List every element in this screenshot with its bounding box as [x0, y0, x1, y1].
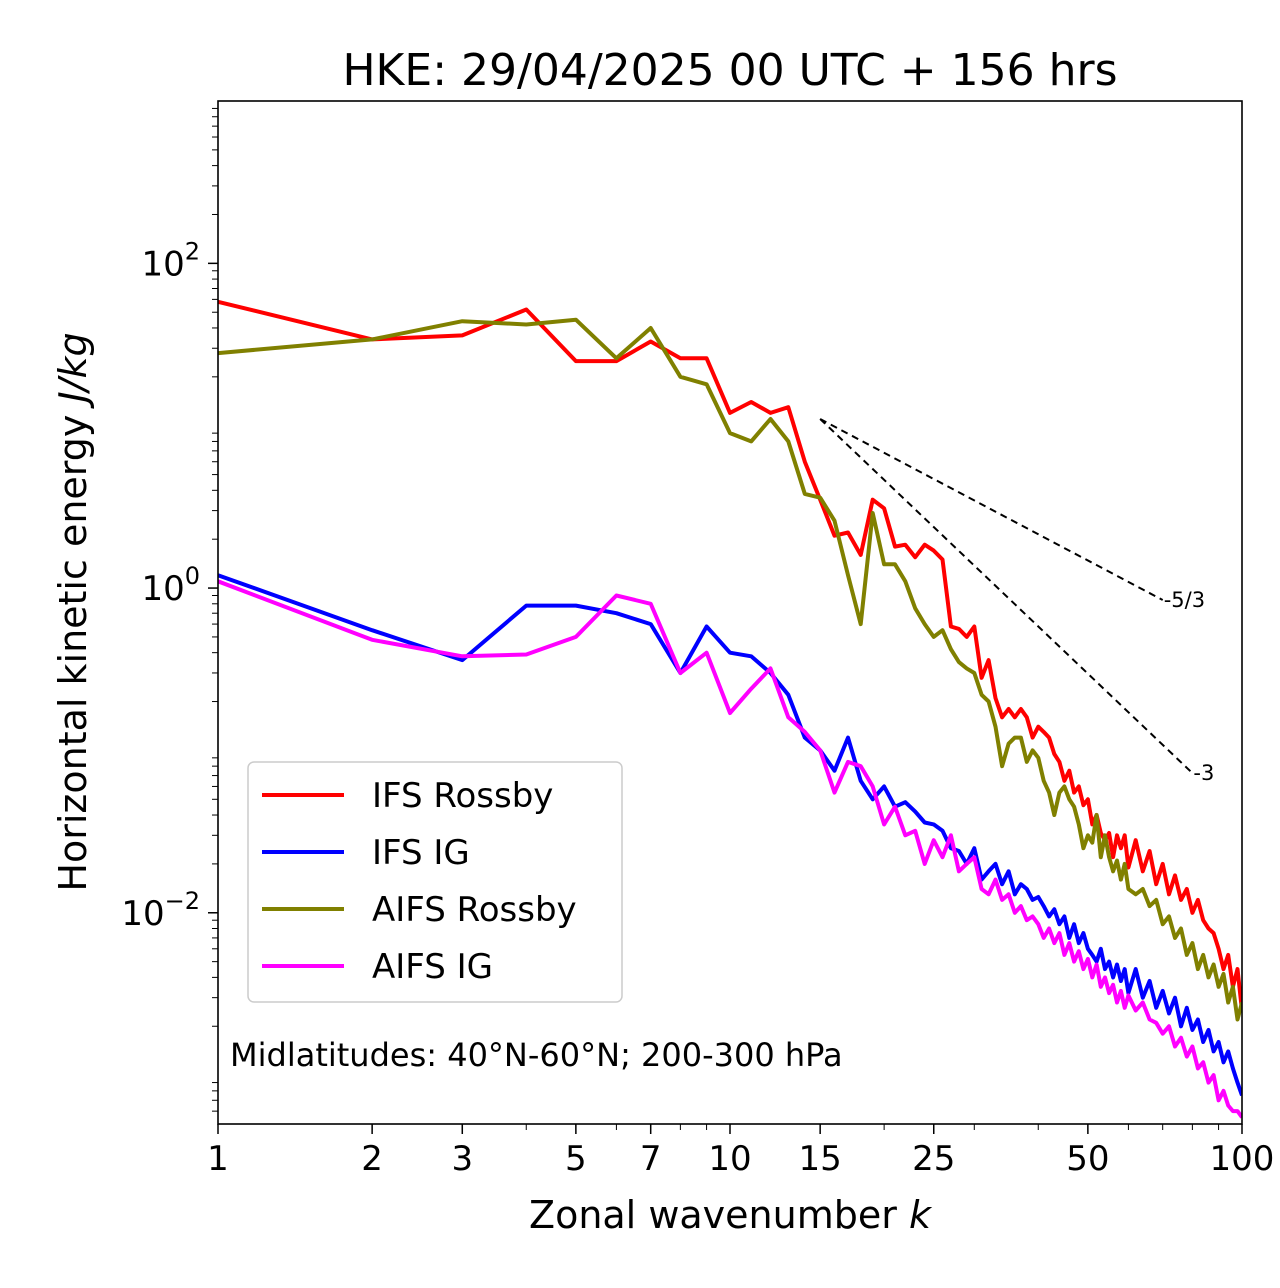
x-tick-label-9: 100	[1210, 1139, 1275, 1179]
x-tick-label-1: 2	[361, 1139, 383, 1179]
reference-line-0	[819, 418, 1164, 601]
chart-title: HKE: 29/04/2025 00 UTC + 156 hrs	[342, 45, 1117, 96]
series-line-3	[218, 579, 1242, 1119]
reference-label-1: -3	[1193, 761, 1214, 785]
legend-label-3: AIFS IG	[372, 947, 493, 987]
legend-label-2: AIFS Rossby	[372, 890, 577, 930]
y-axis-label: Horizontal kinetic energy J/kg	[51, 332, 95, 891]
x-axis-ticks: 1 2 3 5 7 10 15 25 50 100	[207, 1124, 1274, 1179]
series-layer	[218, 299, 1242, 1119]
x-tick-label-6: 15	[799, 1139, 842, 1179]
x-tick-label-4: 7	[640, 1139, 662, 1179]
x-tick-label-5: 10	[708, 1139, 751, 1179]
reference-label-0: -5/3	[1164, 588, 1205, 612]
x-tick-label-3: 5	[565, 1139, 587, 1179]
y-tick-label-0: 10−2	[121, 887, 200, 934]
series-line-2	[218, 317, 1242, 1022]
x-tick-label-0: 1	[207, 1139, 229, 1179]
x-tick-label-2: 3	[451, 1139, 473, 1179]
y-tick-label-2: 102	[141, 237, 200, 284]
y-axis-ticks: 10−2 100 102	[121, 107, 218, 1112]
x-axis-label: Zonal wavenumber k	[529, 1193, 933, 1237]
legend-box	[247, 761, 623, 1003]
series-line-1	[218, 573, 1242, 1097]
reference-slopes: -5/3 -3	[819, 418, 1214, 785]
y-tick-label-1: 100	[141, 562, 200, 609]
legend-label-1: IFS IG	[372, 833, 470, 873]
legend-label-0: IFS Rossby	[372, 776, 553, 816]
series-line-0	[218, 299, 1242, 1011]
region-annotation: Midlatitudes: 40°N-60°N; 200-300 hPa	[230, 1036, 843, 1074]
x-tick-label-8: 50	[1066, 1139, 1109, 1179]
x-tick-label-7: 25	[912, 1139, 955, 1179]
legend: IFS Rossby IFS IG AIFS Rossby AIFS IG	[247, 761, 623, 1003]
reference-line-1	[819, 418, 1194, 774]
